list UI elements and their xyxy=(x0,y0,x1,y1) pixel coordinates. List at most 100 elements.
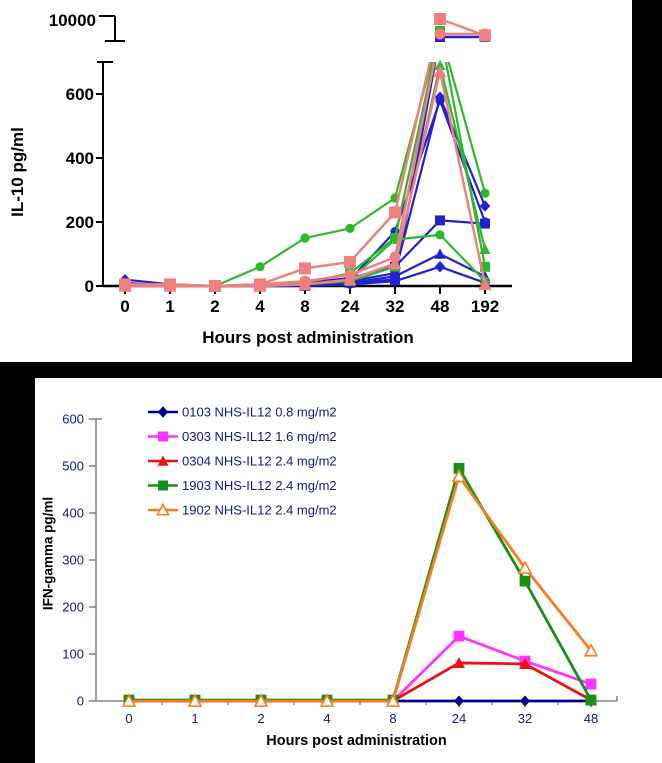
series-line xyxy=(125,62,432,288)
series-line xyxy=(125,64,487,288)
y-tick-label: 0 xyxy=(77,694,84,709)
diamond-marker xyxy=(434,261,446,273)
x-tick-label: 8 xyxy=(389,711,396,726)
triangle-marker xyxy=(434,59,446,70)
legend-item-1902: 1902 NHS-IL12 2.4 mg/m2 xyxy=(148,503,337,518)
ifn-x-axis-title: Hours post administration xyxy=(266,733,447,749)
legend-label: 1902 NHS-IL12 2.4 mg/m2 xyxy=(182,503,337,518)
circle-marker xyxy=(435,95,445,105)
square-marker xyxy=(434,13,446,25)
square-marker xyxy=(299,262,311,275)
square-marker xyxy=(389,206,401,219)
triangle-marker xyxy=(433,65,447,78)
x-tick-label: 32 xyxy=(386,297,405,316)
legend-square-marker xyxy=(158,431,168,442)
triangle-open-marker xyxy=(319,693,335,707)
triangle-marker xyxy=(343,273,357,286)
legend-diamond-marker xyxy=(157,406,169,418)
legend-item-1903: 1903 NHS-IL12 2.4 mg/m2 xyxy=(148,478,337,493)
legend-item-0303: 0303 NHS-IL12 1.6 mg/m2 xyxy=(148,429,337,444)
circle-marker xyxy=(435,230,445,240)
triangle-marker xyxy=(434,248,446,259)
y-tick-label: 600 xyxy=(62,412,84,427)
x-tick-label: 1 xyxy=(191,711,198,726)
y-tick-label: 400 xyxy=(62,506,84,521)
square-marker xyxy=(453,462,465,474)
x-tick-label: 32 xyxy=(518,711,532,726)
circle-marker xyxy=(434,28,446,40)
diamond-marker xyxy=(519,695,531,707)
y-tick-label: 200 xyxy=(66,213,94,232)
series-markers-blue-circle-1 xyxy=(120,95,490,291)
y-tick-label: 400 xyxy=(66,149,94,168)
x-tick-label: 1 xyxy=(165,297,174,316)
triangle-marker xyxy=(453,656,465,669)
series-line xyxy=(129,473,593,703)
diamond-marker xyxy=(389,275,401,287)
triangle-marker xyxy=(253,279,267,292)
x-tick-label: 0 xyxy=(125,711,132,726)
x-tick-label: 2 xyxy=(210,297,219,316)
x-tick-label: 24 xyxy=(452,711,466,726)
series-green-triangle-1 xyxy=(125,64,487,288)
square-marker xyxy=(453,630,465,642)
triangle-marker xyxy=(388,257,402,270)
series-salmon-square-1 xyxy=(125,62,432,288)
il10-chart-panel: 10000 0 200 400 600 0 1 2 4 8 24 32 48 192 IL-10 pg/m… xyxy=(0,0,632,362)
triangle-marker xyxy=(118,279,132,292)
square-marker xyxy=(480,261,490,272)
x-tick-label: 4 xyxy=(323,711,330,726)
break-segment xyxy=(439,17,486,37)
circle-marker xyxy=(255,262,265,272)
il10-x-axis-title: Hours post administration xyxy=(202,328,414,347)
legend-item-0103: 0103 NHS-IL12 0.8 mg/m2 xyxy=(148,405,337,420)
circle-marker xyxy=(479,28,491,40)
square-marker xyxy=(585,678,597,690)
triangle-open-marker xyxy=(517,560,533,574)
triangle-marker xyxy=(519,657,531,669)
square-marker xyxy=(480,218,490,229)
square-marker xyxy=(519,575,531,587)
y-tick-label: 500 xyxy=(62,459,84,474)
triangle-marker xyxy=(208,279,222,292)
x-tick-label: 0 xyxy=(120,297,129,316)
square-marker xyxy=(585,694,597,706)
y-tick-label: 300 xyxy=(62,553,84,568)
diamond-marker xyxy=(479,200,491,212)
x-tick-label: 192 xyxy=(471,297,499,316)
ifn-gamma-chart-panel: 0 100 200 300 400 500 600 0 1 2 4 8 24 32 48 0103 NHS-I… xyxy=(35,378,662,763)
legend: 0103 NHS-IL12 0.8 mg/m2 0303 NHS-IL12 1.6… xyxy=(148,405,337,518)
circle-marker xyxy=(480,188,490,198)
y-tick-label: 0 xyxy=(85,277,94,296)
triangle-open-marker xyxy=(121,693,137,707)
triangle-marker xyxy=(478,277,492,291)
legend-triangle-open-marker xyxy=(156,502,170,516)
triangle-open-marker xyxy=(253,693,269,707)
legend-item-0304: 0304 NHS-IL12 2.4 mg/m2 xyxy=(148,454,337,469)
square-marker xyxy=(435,215,445,226)
series-green-square-1 xyxy=(125,62,487,288)
series-markers-salmon-triangle-1 xyxy=(118,65,492,292)
ifn-y-axis-title: IFN-gamma pg/ml xyxy=(40,496,56,611)
circle-marker xyxy=(345,223,355,233)
circle-marker xyxy=(300,233,310,243)
triangle-marker xyxy=(298,277,312,291)
series-markers-salmon-square-1 xyxy=(119,13,491,292)
triangle-marker xyxy=(479,243,491,254)
y-tick-10000: 10000 xyxy=(49,11,96,30)
series-1902 NHS-IL12 2.4 mg/m2 xyxy=(121,468,599,707)
y-tick-label: 600 xyxy=(66,85,94,104)
triangle-open-marker xyxy=(385,693,401,707)
legend-square-marker xyxy=(158,480,168,491)
x-tick-label: 2 xyxy=(257,711,264,726)
x-tick-label: 48 xyxy=(431,297,450,316)
x-tick-label: 24 xyxy=(341,297,360,316)
square-marker xyxy=(344,256,356,268)
x-tick-label: 4 xyxy=(255,297,265,316)
legend-label: 0304 NHS-IL12 2.4 mg/m2 xyxy=(182,454,337,469)
legend-label: 0103 NHS-IL12 0.8 mg/m2 xyxy=(182,405,337,420)
legend-triangle-marker xyxy=(157,455,169,466)
x-tick-label: 8 xyxy=(300,297,309,316)
